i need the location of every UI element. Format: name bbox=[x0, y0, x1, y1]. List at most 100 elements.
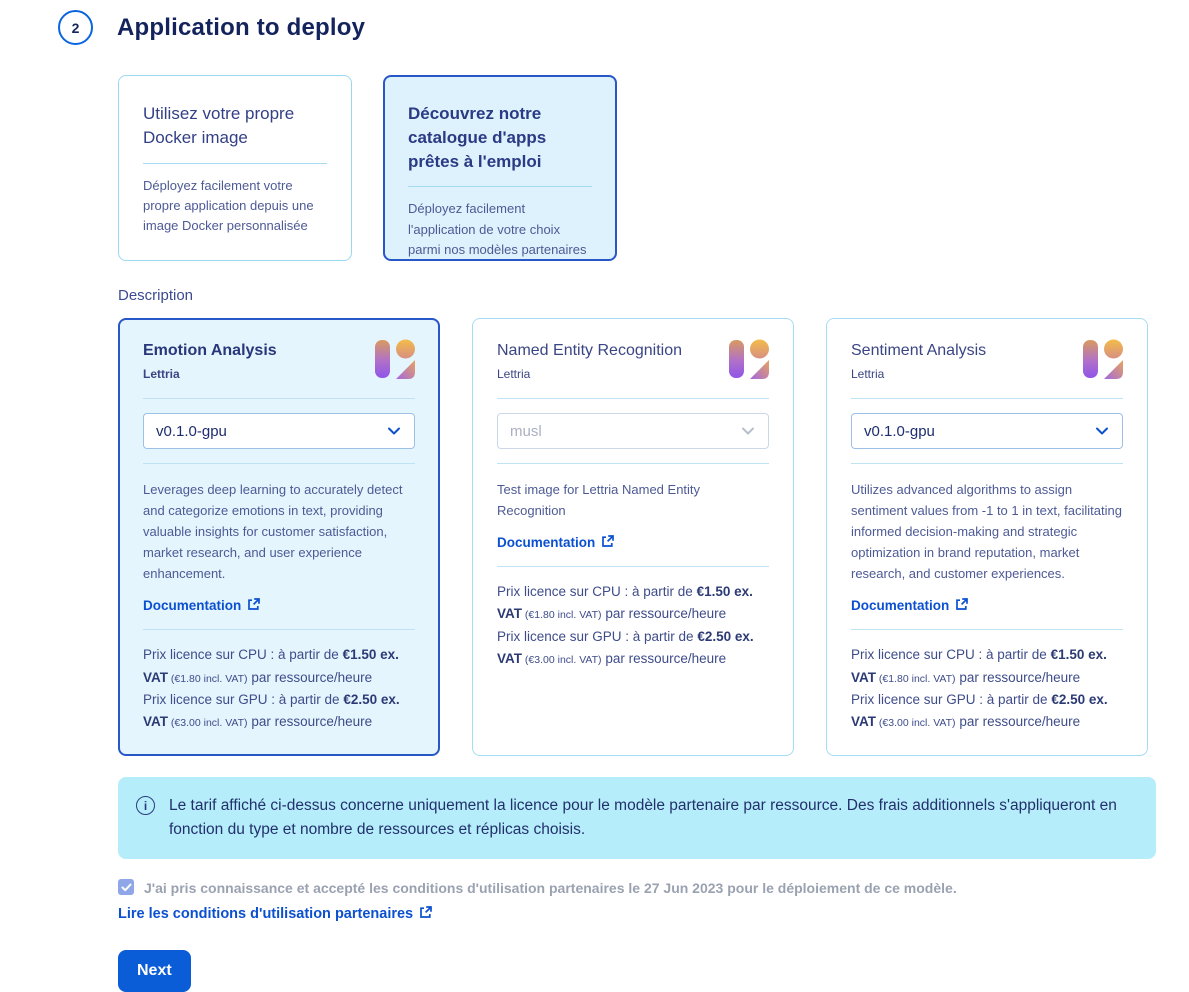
chevron-down-icon bbox=[740, 423, 756, 439]
external-link-icon bbox=[601, 534, 615, 551]
version-select-value: musl bbox=[510, 422, 542, 440]
option-description: Déployez facilement l'application de vot… bbox=[408, 201, 587, 257]
cpu-price: €1.50 ex. VAT bbox=[851, 647, 1107, 685]
divider bbox=[143, 463, 415, 464]
divider bbox=[143, 162, 327, 164]
external-link-icon bbox=[247, 597, 261, 614]
gpu-price-prefix: Prix licence sur GPU : à partir de bbox=[497, 628, 698, 644]
step-header: 2 Application to deploy bbox=[0, 0, 1189, 45]
gpu-price: €2.50 ex. VAT bbox=[497, 628, 754, 666]
chevron-down-icon bbox=[386, 423, 402, 439]
app-vendor: Lettria bbox=[851, 366, 885, 381]
documentation-link-label: Documentation bbox=[143, 598, 242, 614]
lettria-logo-icon bbox=[1083, 339, 1123, 384]
description-section-label: Description bbox=[118, 287, 194, 304]
version-select-value: v0.1.0-gpu bbox=[864, 422, 935, 440]
pricing-info: Prix licence sur CPU : à partir de €1.50… bbox=[851, 644, 1123, 733]
info-banner-text: Le tarif affiché ci-dessus concerne uniq… bbox=[169, 797, 1117, 839]
app-vendor: Lettria bbox=[143, 366, 180, 381]
terms-link-label: Lire les conditions d'utilisation parten… bbox=[118, 906, 414, 923]
chevron-down-icon bbox=[1094, 423, 1110, 439]
gpu-price: €2.50 ex. VAT bbox=[143, 691, 400, 730]
documentation-link[interactable]: Documentation bbox=[143, 597, 261, 614]
app-title: Emotion Analysis bbox=[143, 342, 277, 359]
cpu-price-incl-vat: (€1.80 incl. VAT) bbox=[876, 672, 956, 685]
cpu-price-suffix: par ressource/heure bbox=[247, 669, 373, 685]
app-card-heading: Sentiment Analysis Lettria bbox=[851, 341, 986, 381]
pricing-info: Prix licence sur CPU : à partir de €1.50… bbox=[143, 644, 415, 733]
next-button[interactable]: Next bbox=[118, 950, 191, 992]
pricing-info-banner: i Le tarif affiché ci-dessus concerne un… bbox=[118, 777, 1156, 860]
terms-section: J'ai pris connaissance et accepté les co… bbox=[118, 878, 1189, 923]
option-title: Découvrez notre catalogue d'apps prêtes … bbox=[408, 104, 547, 171]
gpu-price-incl-vat: (€3.00 incl. VAT) bbox=[168, 717, 248, 730]
divider bbox=[408, 186, 592, 188]
deploy-option-row: Utilisez votre propre Docker image Déplo… bbox=[118, 75, 1189, 261]
divider bbox=[143, 398, 415, 399]
gpu-price-incl-vat: (€3.00 incl. VAT) bbox=[522, 653, 602, 666]
cpu-price-incl-vat: (€1.80 incl. VAT) bbox=[522, 609, 602, 622]
app-description: Leverages deep learning to accurately de… bbox=[143, 482, 403, 582]
version-select-value: v0.1.0-gpu bbox=[156, 422, 227, 440]
page-title: Application to deploy bbox=[117, 13, 366, 41]
gpu-price-suffix: par ressource/heure bbox=[247, 714, 373, 730]
version-select[interactable]: musl bbox=[497, 413, 769, 449]
app-card-header: Sentiment Analysis Lettria bbox=[851, 339, 1123, 384]
app-card-sentiment-analysis[interactable]: Sentiment Analysis Lettria v0.1.0-gpu bbox=[826, 318, 1148, 757]
external-link-icon bbox=[419, 905, 432, 923]
cpu-price-prefix: Prix licence sur CPU : à partir de bbox=[851, 647, 1051, 663]
documentation-link-label: Documentation bbox=[497, 535, 596, 551]
step-number-badge: 2 bbox=[58, 10, 93, 45]
lettria-logo-icon bbox=[729, 339, 769, 384]
cpu-price-incl-vat: (€1.80 incl. VAT) bbox=[168, 672, 248, 685]
step-number: 2 bbox=[71, 19, 80, 36]
option-title: Utilisez votre propre Docker image bbox=[143, 104, 295, 147]
app-card-emotion-analysis[interactable]: Emotion Analysis Lettria v0.1.0-gpu bbox=[118, 318, 440, 757]
app-vendor: Lettria bbox=[497, 366, 531, 381]
app-card-row: Emotion Analysis Lettria v0.1.0-gpu bbox=[118, 318, 1189, 757]
option-card-app-catalog[interactable]: Découvrez notre catalogue d'apps prêtes … bbox=[383, 75, 617, 261]
cpu-price-suffix: par ressource/heure bbox=[955, 669, 1081, 685]
option-description: Déployez facilement votre propre applica… bbox=[143, 177, 314, 233]
terms-conditions-link[interactable]: Lire les conditions d'utilisation parten… bbox=[118, 905, 432, 923]
divider bbox=[497, 398, 769, 399]
divider bbox=[497, 463, 769, 464]
gpu-price-prefix: Prix licence sur GPU : à partir de bbox=[143, 691, 344, 707]
info-icon-glyph: i bbox=[143, 798, 148, 813]
app-title: Sentiment Analysis bbox=[851, 342, 987, 359]
divider bbox=[143, 629, 415, 631]
divider bbox=[851, 629, 1123, 631]
app-description: Test image for Lettria Named Entity Reco… bbox=[497, 482, 701, 519]
pricing-info: Prix licence sur CPU : à partir de €1.50… bbox=[497, 581, 769, 670]
cpu-price: €1.50 ex. VAT bbox=[143, 647, 399, 685]
terms-checkbox[interactable] bbox=[118, 879, 134, 896]
cpu-price: €1.50 ex. VAT bbox=[497, 584, 753, 622]
divider bbox=[851, 398, 1123, 399]
app-title: Named Entity Recognition bbox=[497, 342, 682, 359]
app-card-header: Emotion Analysis Lettria bbox=[143, 339, 415, 384]
checkmark-icon bbox=[121, 883, 131, 892]
info-icon: i bbox=[136, 796, 155, 816]
option-card-docker-image[interactable]: Utilisez votre propre Docker image Déplo… bbox=[118, 75, 352, 261]
gpu-price: €2.50 ex. VAT bbox=[851, 691, 1108, 730]
app-description: Utilizes advanced algorithms to assign s… bbox=[851, 482, 1122, 582]
version-select[interactable]: v0.1.0-gpu bbox=[143, 413, 415, 449]
cpu-price-prefix: Prix licence sur CPU : à partir de bbox=[497, 584, 697, 600]
gpu-price-suffix: par ressource/heure bbox=[601, 650, 727, 666]
app-card-header: Named Entity Recognition Lettria bbox=[497, 339, 769, 384]
documentation-link[interactable]: Documentation bbox=[497, 534, 615, 551]
divider bbox=[497, 566, 769, 568]
terms-checkbox-label: J'ai pris connaissance et accepté les co… bbox=[144, 880, 957, 897]
version-select[interactable]: v0.1.0-gpu bbox=[851, 413, 1123, 449]
divider bbox=[851, 463, 1123, 464]
app-card-named-entity-recognition[interactable]: Named Entity Recognition Lettria musl bbox=[472, 318, 794, 757]
gpu-price-incl-vat: (€3.00 incl. VAT) bbox=[876, 717, 956, 730]
documentation-link[interactable]: Documentation bbox=[851, 597, 969, 614]
app-card-heading: Emotion Analysis Lettria bbox=[143, 341, 277, 381]
cpu-price-suffix: par ressource/heure bbox=[601, 606, 727, 622]
terms-checkbox-row: J'ai pris connaissance et accepté les co… bbox=[118, 878, 1189, 898]
documentation-link-label: Documentation bbox=[851, 598, 950, 614]
gpu-price-suffix: par ressource/heure bbox=[955, 714, 1081, 730]
app-card-heading: Named Entity Recognition Lettria bbox=[497, 341, 682, 381]
